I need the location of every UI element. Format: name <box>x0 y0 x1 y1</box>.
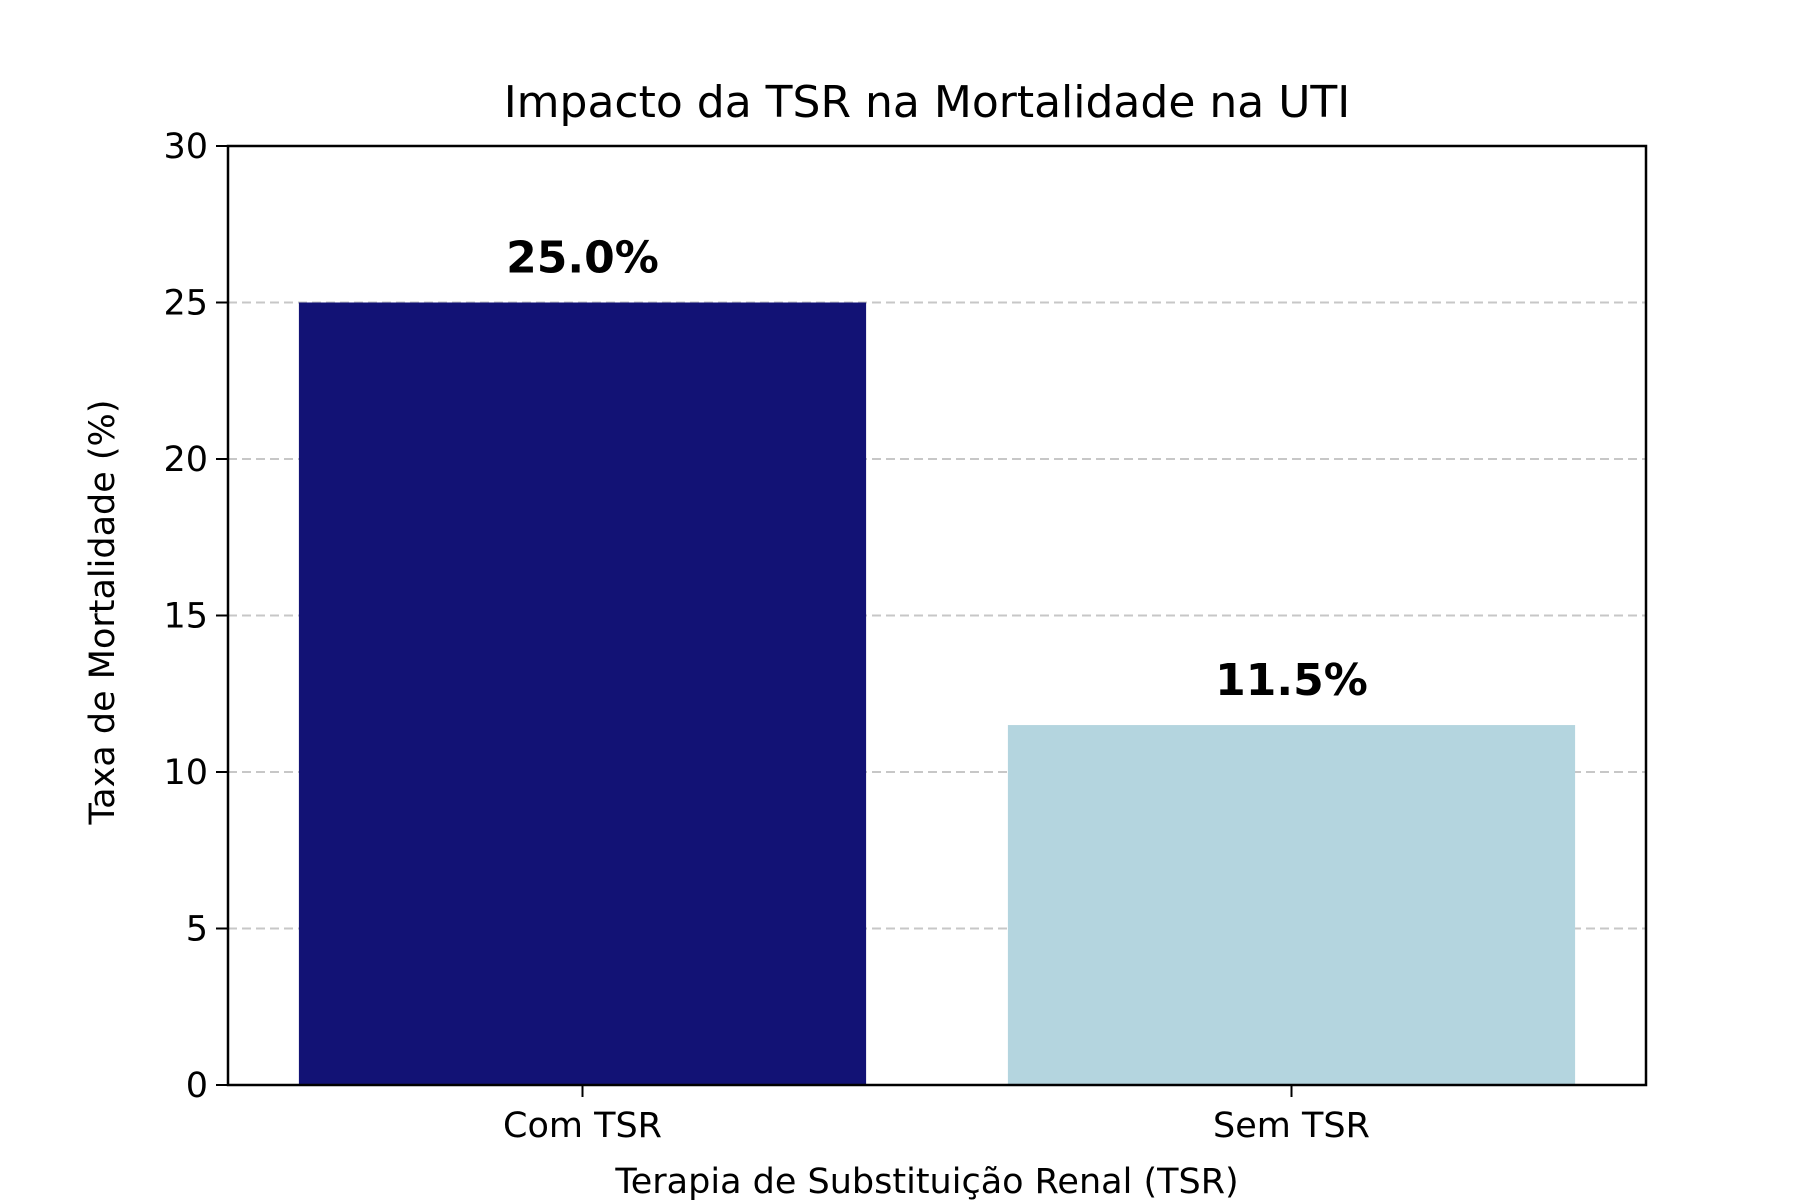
ticks: 0 5 10 15 20 25 30 Com TSR Sem TSR <box>163 127 1369 1146</box>
bar-value-label: 11.5% <box>1215 655 1368 706</box>
y-tick-label: 15 <box>163 597 208 637</box>
x-tick-label: Com TSR <box>503 1106 662 1146</box>
bars <box>298 302 1576 1085</box>
y-tick-label: 25 <box>163 284 208 324</box>
x-tick-label: Sem TSR <box>1213 1106 1370 1146</box>
y-tick-label: 30 <box>163 127 208 167</box>
y-tick-label: 0 <box>186 1066 208 1106</box>
x-axis-title: Terapia de Substituição Renal (TSR) <box>614 1162 1238 1200</box>
y-tick-label: 5 <box>186 910 208 950</box>
y-axis-title: Taxa de Mortalidade (%) <box>83 400 123 826</box>
data-labels: 25.0% 11.5% <box>506 233 1368 707</box>
y-tick-label: 20 <box>163 440 208 480</box>
bar-value-label: 25.0% <box>506 233 659 284</box>
bar-sem-tsr <box>1007 725 1576 1085</box>
bar-com-tsr <box>298 302 867 1085</box>
chart-title: Impacto da TSR na Mortalidade na UTI <box>504 77 1351 128</box>
y-tick-label: 10 <box>163 753 208 793</box>
